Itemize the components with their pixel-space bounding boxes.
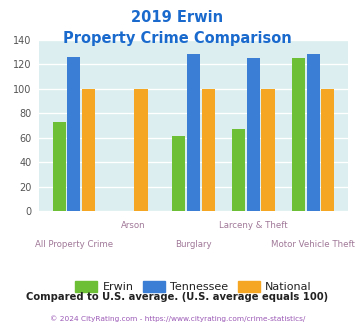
Text: © 2024 CityRating.com - https://www.cityrating.com/crime-statistics/: © 2024 CityRating.com - https://www.city…	[50, 315, 305, 322]
Legend: Erwin, Tennessee, National: Erwin, Tennessee, National	[71, 277, 316, 297]
Bar	[187, 54, 200, 211]
Bar	[292, 58, 305, 211]
Text: 2019 Erwin: 2019 Erwin	[131, 10, 224, 25]
Text: Compared to U.S. average. (U.S. average equals 100): Compared to U.S. average. (U.S. average …	[26, 292, 329, 302]
Text: Larceny & Theft: Larceny & Theft	[219, 221, 288, 230]
Bar	[232, 129, 245, 211]
Bar	[321, 89, 334, 211]
Text: Property Crime Comparison: Property Crime Comparison	[63, 31, 292, 46]
Bar	[202, 89, 215, 211]
Bar	[53, 122, 66, 211]
Text: Arson: Arson	[121, 221, 146, 230]
Bar	[67, 57, 80, 211]
Bar	[247, 58, 260, 211]
Bar	[307, 54, 320, 211]
Bar	[261, 89, 274, 211]
Bar	[172, 136, 185, 211]
Bar	[135, 89, 148, 211]
Bar	[82, 89, 95, 211]
Text: Burglary: Burglary	[175, 240, 212, 249]
Text: All Property Crime: All Property Crime	[35, 240, 113, 249]
Text: Motor Vehicle Theft: Motor Vehicle Theft	[271, 240, 355, 249]
